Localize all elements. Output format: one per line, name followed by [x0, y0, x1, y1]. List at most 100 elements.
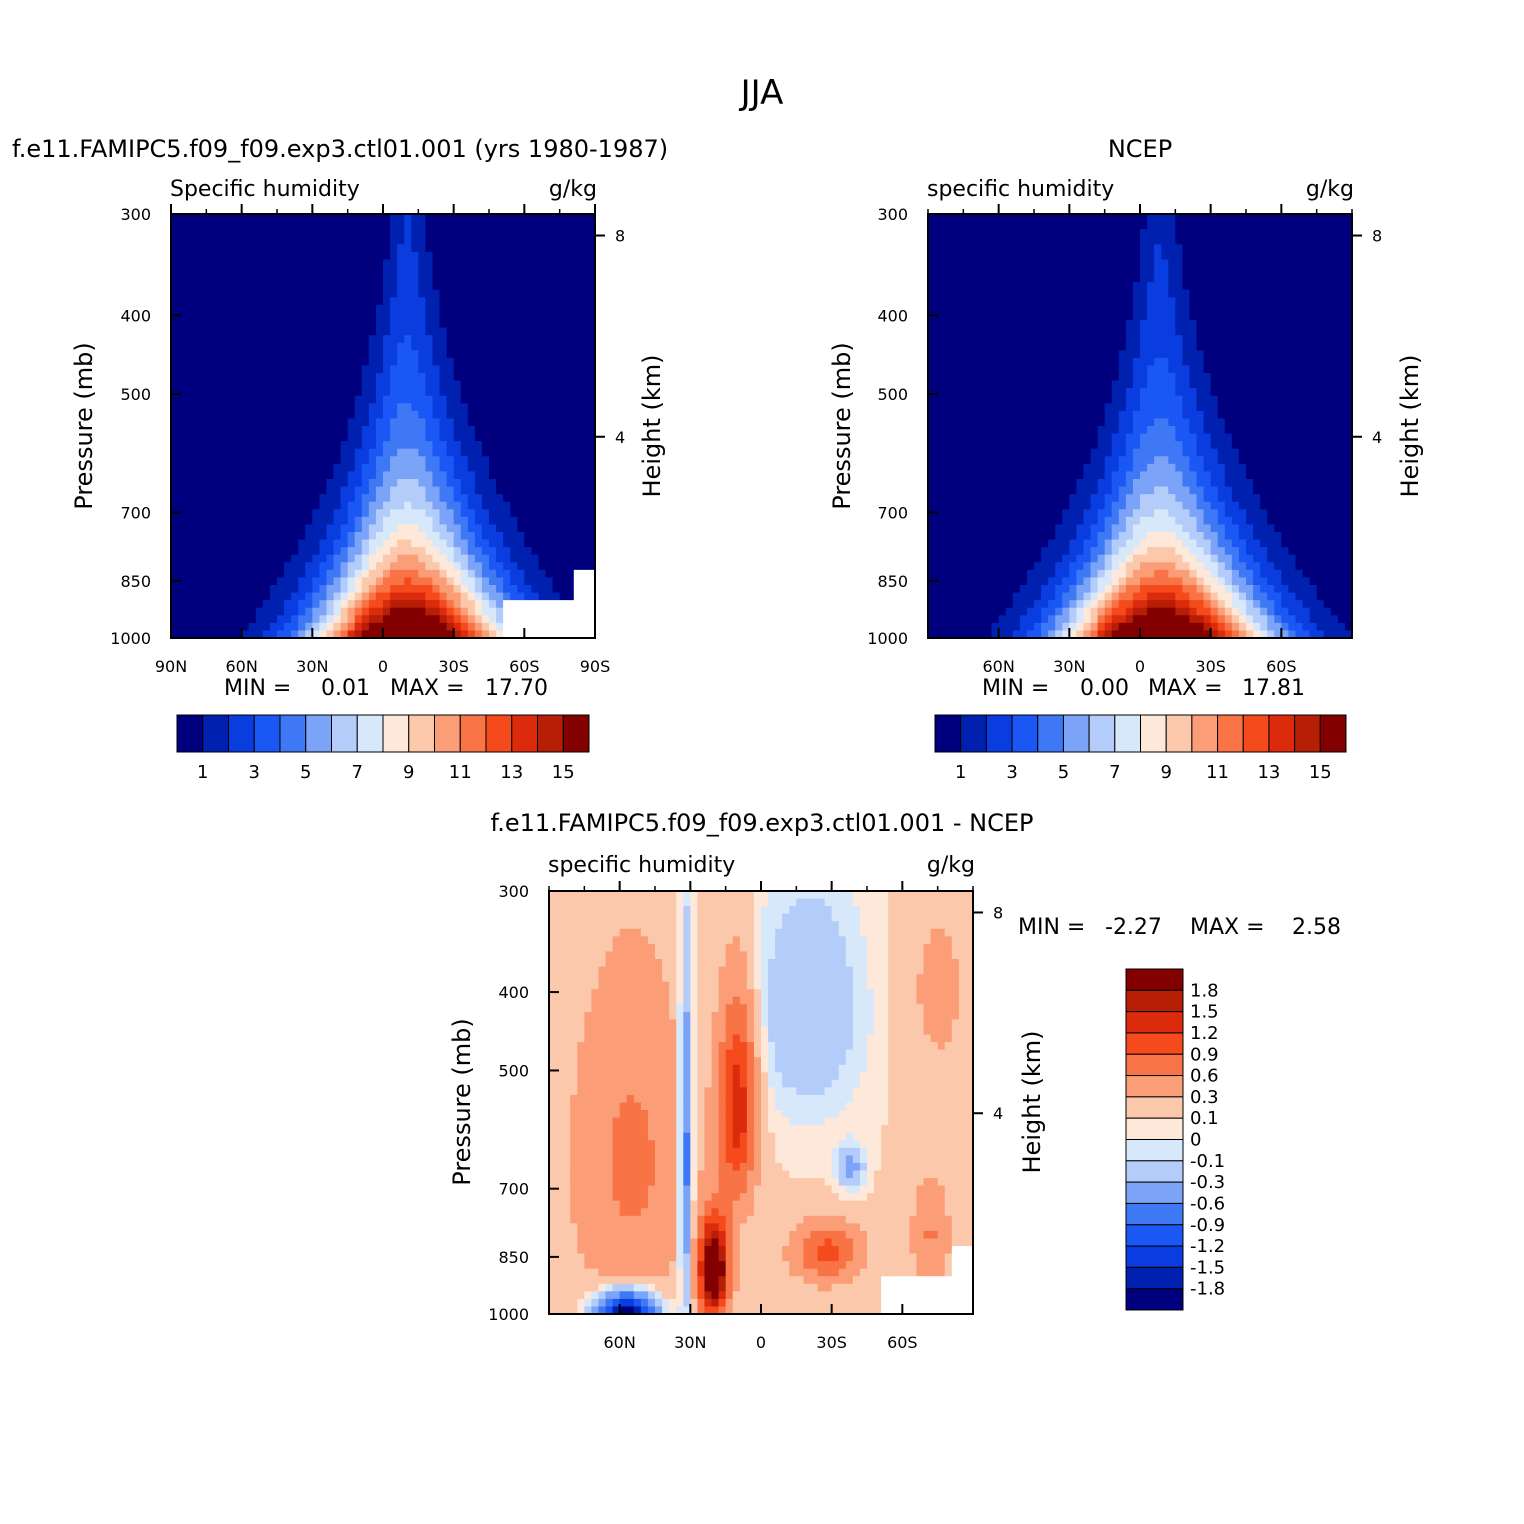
field-cell — [383, 342, 391, 351]
field-cell — [517, 342, 525, 351]
field-cell — [460, 214, 469, 223]
field-cell — [269, 471, 278, 480]
field-cell — [1083, 267, 1092, 276]
field-cell — [397, 251, 405, 261]
field-cell — [404, 373, 412, 382]
field-cell — [411, 342, 419, 351]
field-cell — [963, 282, 971, 291]
field-cell — [1203, 365, 1212, 374]
field-cell — [298, 259, 306, 268]
field-cell — [453, 327, 462, 336]
field-cell — [199, 327, 207, 336]
field-cell — [489, 335, 497, 344]
field-cell — [1309, 267, 1318, 276]
field-cell — [956, 395, 964, 404]
field-cell — [496, 380, 504, 389]
field-cell — [1140, 388, 1148, 397]
field-cell — [1288, 357, 1297, 367]
field-cell — [1161, 335, 1169, 344]
field-cell — [1005, 304, 1014, 314]
field-cell — [425, 236, 434, 245]
field-cell — [241, 312, 250, 321]
field-cell — [425, 448, 434, 457]
field-cell — [998, 214, 1007, 223]
field-cell — [418, 395, 426, 404]
field-cell — [361, 569, 370, 579]
field-cell — [418, 486, 426, 495]
field-cell — [1189, 350, 1198, 359]
field-cell — [1147, 229, 1155, 238]
field-cell — [1026, 282, 1035, 291]
field-cell — [481, 388, 490, 397]
field-cell — [1034, 259, 1042, 268]
field-cell — [1012, 320, 1021, 329]
field-cell — [383, 251, 391, 261]
field-cell — [481, 259, 490, 268]
field-cell — [234, 532, 243, 541]
field-cell — [1161, 403, 1169, 412]
field-cell — [587, 289, 596, 298]
field-cell — [213, 214, 222, 223]
field-cell — [573, 509, 582, 518]
field-cell — [234, 221, 243, 230]
field-cell — [998, 274, 1007, 283]
field-cell — [333, 479, 342, 488]
field-cell — [935, 214, 943, 223]
field-cell — [340, 501, 349, 510]
field-cell — [510, 259, 518, 268]
field-cell — [368, 221, 377, 230]
field-cell — [503, 486, 511, 495]
field-cell — [984, 267, 993, 276]
field-cell — [284, 630, 292, 639]
field-cell — [206, 221, 214, 230]
field-cell — [269, 320, 278, 329]
field-cell — [262, 244, 271, 253]
field-cell — [326, 630, 335, 639]
field-cell — [397, 562, 405, 571]
field-cell — [474, 456, 483, 465]
field-cell — [1132, 320, 1141, 329]
field-cell — [1260, 267, 1268, 276]
field-cell — [319, 327, 328, 336]
field-cell — [587, 342, 596, 351]
field-cell — [255, 592, 264, 601]
field-cell — [354, 259, 363, 268]
field-cell — [368, 479, 377, 488]
field-cell — [354, 494, 363, 503]
field-cell — [425, 320, 434, 329]
field-cell — [1097, 342, 1106, 351]
field-cell — [453, 448, 462, 457]
field-cell — [432, 577, 441, 586]
field-cell — [1224, 251, 1233, 261]
field-cell — [241, 630, 250, 639]
field-cell — [573, 441, 582, 450]
field-cell — [234, 630, 243, 639]
field-cell — [510, 547, 518, 556]
field-cell — [517, 539, 525, 548]
field-cell — [559, 403, 568, 412]
field-cell — [503, 373, 511, 382]
field-cell — [489, 448, 497, 457]
field-cell — [970, 221, 979, 230]
field-cell — [1175, 388, 1183, 397]
field-cell — [517, 433, 525, 442]
field-cell — [942, 327, 950, 336]
field-cell — [1323, 380, 1332, 389]
field-cell — [185, 304, 193, 314]
field-cell — [1189, 297, 1198, 306]
field-cell — [1246, 289, 1254, 298]
field-cell — [453, 229, 462, 238]
field-cell — [1041, 327, 1049, 336]
field-cell — [1132, 282, 1141, 291]
field-cell — [503, 259, 511, 268]
field-cell — [1062, 259, 1070, 268]
field-cell — [991, 403, 1000, 412]
field-cell — [1147, 380, 1155, 389]
field-cell — [326, 244, 335, 253]
field-cell — [1224, 342, 1233, 351]
field-cell — [277, 221, 285, 230]
field-cell — [1161, 304, 1169, 314]
field-cell — [1005, 327, 1014, 336]
field-cell — [213, 441, 222, 450]
field-cell — [538, 577, 547, 586]
